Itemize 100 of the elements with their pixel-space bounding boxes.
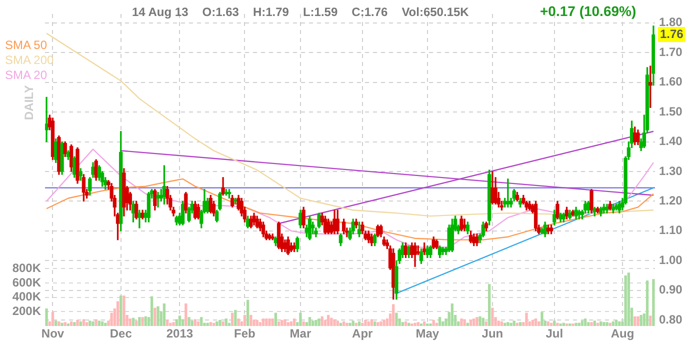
x-tick-label: Aug xyxy=(610,326,634,341)
x-tick-label: Feb xyxy=(234,326,256,341)
y-tick-label: 1.40 xyxy=(659,134,683,148)
bar xyxy=(132,318,135,326)
annotation: H:1.79 xyxy=(252,5,289,19)
bar xyxy=(640,314,642,326)
bar xyxy=(506,322,510,326)
bar xyxy=(376,322,380,326)
bar xyxy=(209,322,212,326)
bar xyxy=(531,320,534,326)
bar xyxy=(184,303,188,326)
bar xyxy=(556,322,559,326)
bar xyxy=(606,322,608,326)
annotation: 14 Aug 13 xyxy=(132,5,188,19)
x-tick-label: Mar xyxy=(290,326,312,341)
bar xyxy=(277,321,280,326)
bar xyxy=(422,321,426,326)
bar xyxy=(510,322,512,326)
bar xyxy=(64,322,66,326)
bar xyxy=(348,322,352,326)
y-tick-label: 1.20 xyxy=(659,194,683,208)
bar xyxy=(590,322,593,326)
bar xyxy=(525,312,528,326)
bar xyxy=(274,312,278,326)
bar xyxy=(284,319,286,326)
x-tick-label: Jun xyxy=(482,326,504,341)
bar xyxy=(373,321,376,326)
bar xyxy=(370,319,374,326)
text: SMA 50 xyxy=(5,38,48,53)
bar xyxy=(618,321,621,326)
candlestick xyxy=(156,192,160,208)
bar xyxy=(194,319,197,326)
x-tick-label: Jul xyxy=(546,326,564,341)
bar xyxy=(190,320,194,326)
y-tick-label: 1.70 xyxy=(659,44,683,59)
bar xyxy=(286,322,290,326)
bar xyxy=(299,312,302,326)
bar xyxy=(312,320,314,326)
bar xyxy=(51,312,54,326)
bar xyxy=(73,322,76,326)
bar xyxy=(614,320,618,326)
bar xyxy=(150,296,154,326)
bar xyxy=(138,317,141,326)
bar xyxy=(652,279,655,326)
bar xyxy=(181,319,184,326)
bar xyxy=(82,319,86,326)
bar xyxy=(94,319,98,326)
bar xyxy=(128,318,132,326)
bar xyxy=(380,321,382,326)
bar xyxy=(58,321,60,326)
series-label: SMA 200 xyxy=(5,53,54,68)
bar xyxy=(518,322,522,326)
bar xyxy=(326,314,330,326)
bar xyxy=(178,316,182,326)
bar xyxy=(358,321,361,326)
bar xyxy=(602,322,606,326)
bar xyxy=(382,320,386,326)
bar xyxy=(120,296,122,326)
bar xyxy=(442,321,444,326)
bar xyxy=(330,318,333,326)
bar xyxy=(469,320,472,326)
bar xyxy=(122,296,126,326)
bar xyxy=(224,318,228,326)
bar xyxy=(70,321,73,326)
bar xyxy=(54,320,58,326)
bar xyxy=(76,320,79,326)
bar xyxy=(318,318,320,326)
bar xyxy=(574,322,578,326)
bar xyxy=(646,280,649,326)
bar xyxy=(584,318,587,326)
bar xyxy=(534,318,538,326)
bar xyxy=(540,312,544,326)
bar xyxy=(144,316,147,326)
y-tick-label: 1.50 xyxy=(659,104,683,118)
annotation: L:1.59 xyxy=(302,5,338,19)
bar xyxy=(60,322,64,326)
bar xyxy=(302,321,305,326)
bar xyxy=(478,316,482,326)
y2-tick-label: 200K xyxy=(12,304,42,318)
bar xyxy=(392,304,395,326)
bar xyxy=(200,317,203,326)
bar xyxy=(488,284,491,326)
bar xyxy=(154,308,156,326)
bar xyxy=(342,321,346,326)
y-tick-label: 1.30 xyxy=(659,164,683,178)
bar xyxy=(292,318,296,326)
bar xyxy=(216,321,218,326)
bar xyxy=(438,317,442,326)
y-tick-label: 0.80 xyxy=(659,312,683,326)
bar xyxy=(175,319,178,326)
y2-tick-label: 600K xyxy=(12,275,42,290)
bar xyxy=(188,317,190,326)
x-tick-label: May xyxy=(416,326,440,341)
bar xyxy=(634,316,636,326)
bar xyxy=(234,310,237,326)
bar xyxy=(162,303,166,326)
annotation: O:1.63 xyxy=(202,5,239,19)
bar xyxy=(472,318,476,326)
bar xyxy=(395,312,398,326)
y-tick-label: 1.80 xyxy=(659,15,683,30)
